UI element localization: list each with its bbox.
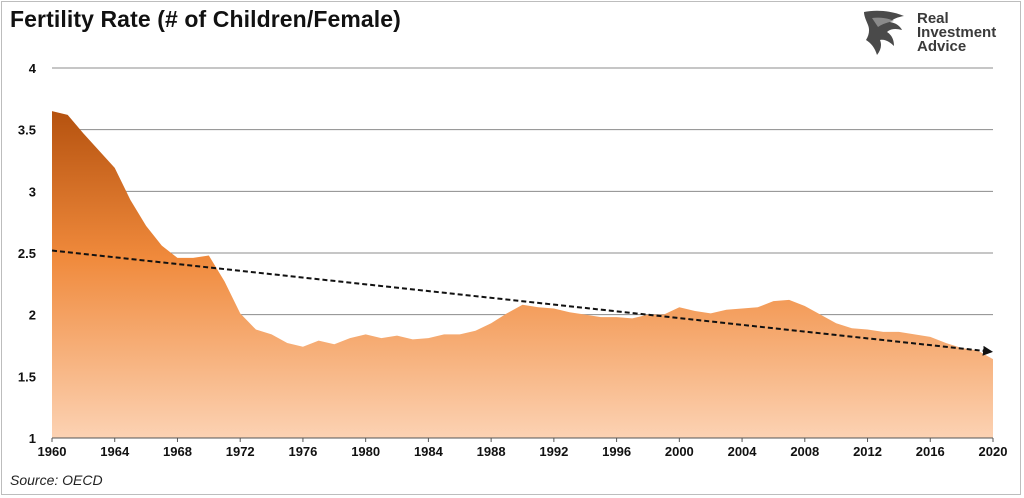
x-tick-label: 1980 bbox=[351, 444, 380, 459]
x-tick-label: 2000 bbox=[665, 444, 694, 459]
y-tick-label: 2.5 bbox=[18, 246, 36, 261]
x-tick-label: 1960 bbox=[38, 444, 67, 459]
brand-line-3: Advice bbox=[917, 38, 967, 55]
brand-logo: Real Investment Advice bbox=[860, 8, 1010, 60]
trend-line bbox=[51, 249, 993, 356]
chart-title: Fertility Rate (# of Children/Female) bbox=[10, 6, 401, 32]
y-tick-label: 2 bbox=[29, 308, 36, 323]
x-tick-label: 2008 bbox=[790, 444, 819, 459]
x-tick-label: 2004 bbox=[728, 444, 758, 459]
x-tick-label: 1976 bbox=[288, 444, 317, 459]
eagle-icon bbox=[864, 10, 904, 55]
x-tick-label: 1996 bbox=[602, 444, 631, 459]
x-tick-label: 2020 bbox=[979, 444, 1008, 459]
y-tick-label: 4 bbox=[29, 61, 37, 76]
x-tick-label: 1964 bbox=[100, 444, 130, 459]
brand-name: Real Investment Advice bbox=[917, 10, 997, 55]
y-tick-label: 1 bbox=[29, 431, 36, 446]
x-tick-label: 1992 bbox=[539, 444, 568, 459]
x-tick-label: 2016 bbox=[916, 444, 945, 459]
x-tick-label: 1972 bbox=[226, 444, 255, 459]
x-tick-label: 1984 bbox=[414, 444, 444, 459]
y-tick-label: 3.5 bbox=[18, 123, 36, 138]
source-note: Source: OECD bbox=[10, 472, 103, 488]
fertility-area-series bbox=[52, 111, 993, 439]
x-tick-label: 1988 bbox=[477, 444, 506, 459]
y-tick-label: 1.5 bbox=[18, 369, 36, 384]
x-axis-ticks: 1960 1964 1968 1972 1976 1980 1984 1988 1992 1996… bbox=[38, 438, 1008, 459]
brand-line-2: Investment bbox=[917, 24, 997, 41]
x-tick-label: 1968 bbox=[163, 444, 192, 459]
x-tick-label: 2012 bbox=[853, 444, 882, 459]
y-tick-label: 3 bbox=[29, 184, 36, 199]
y-axis-ticks: 1 1.5 2 2.5 3 3.5 4 bbox=[18, 61, 37, 446]
brand-line-1: Real bbox=[917, 10, 949, 27]
